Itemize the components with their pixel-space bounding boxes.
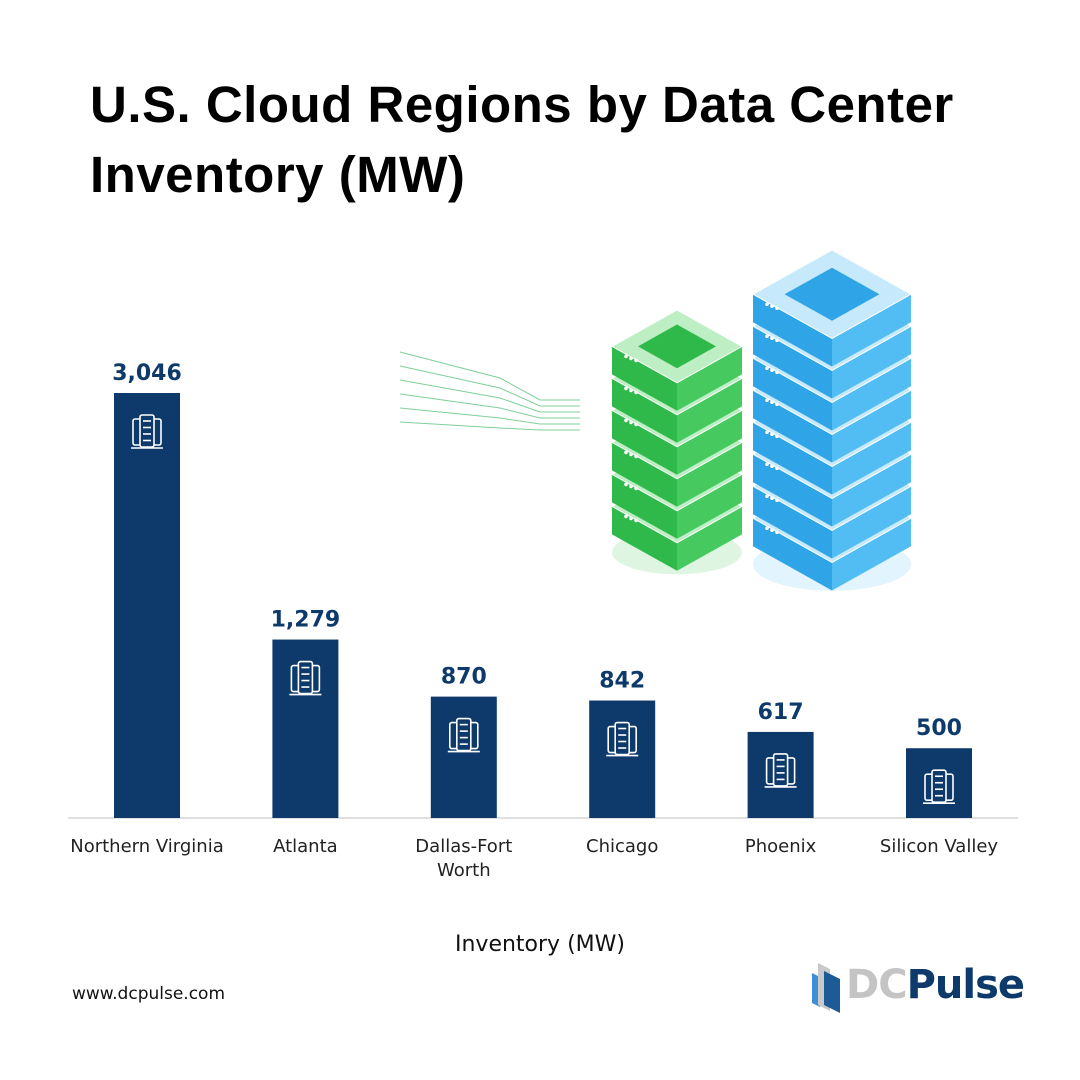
data-label: 3,046 bbox=[112, 361, 182, 386]
server-stack bbox=[610, 309, 744, 575]
circuit-line bbox=[399, 393, 580, 419]
bar-group: 870 bbox=[430, 665, 497, 818]
category-label: Phoenix bbox=[745, 836, 817, 857]
bar bbox=[114, 393, 180, 818]
category-label: Silicon Valley bbox=[880, 836, 998, 857]
bar bbox=[430, 696, 497, 818]
logo-text-dc: DC bbox=[846, 962, 908, 1008]
data-label: 617 bbox=[758, 700, 804, 725]
bar-group: 617 bbox=[747, 700, 814, 818]
data-label: 1,279 bbox=[271, 608, 341, 633]
circuit-line bbox=[399, 365, 580, 407]
circuit-line bbox=[399, 407, 580, 425]
server-stack bbox=[751, 249, 913, 591]
circuit-line bbox=[399, 379, 580, 413]
category-label: Atlanta bbox=[273, 836, 338, 857]
logo-text-pulse: Pulse bbox=[906, 962, 1025, 1008]
server-rack-icon bbox=[289, 660, 322, 696]
category-label: Northern Virginia bbox=[70, 836, 224, 857]
bar-group: 3,046 bbox=[112, 361, 182, 818]
chart-title: U.S. Cloud Regions by Data Center Invent… bbox=[90, 76, 954, 203]
data-label: 500 bbox=[916, 716, 962, 741]
circuit-line bbox=[399, 421, 580, 431]
circuit-line bbox=[399, 351, 580, 401]
server-rack-icon bbox=[764, 753, 797, 788]
bar bbox=[589, 700, 656, 818]
category-label: Chicago bbox=[586, 836, 658, 857]
data-label: 842 bbox=[599, 669, 645, 694]
data-label: 870 bbox=[441, 665, 487, 690]
bar-group: 1,279 bbox=[271, 608, 341, 818]
server-rack-icon bbox=[131, 414, 163, 449]
category-label: Dallas-Fort Worth bbox=[415, 836, 512, 881]
dcpulse-logo: DC Pulse bbox=[810, 955, 1025, 1015]
logo-mark-icon bbox=[812, 963, 840, 1013]
bar-group: 842 bbox=[589, 669, 656, 818]
bar-group: 500 bbox=[906, 716, 972, 818]
server-rack-icon bbox=[606, 721, 639, 757]
website-link[interactable]: www.dcpulse.com bbox=[72, 984, 226, 1004]
x-axis-label: Inventory (MW) bbox=[455, 932, 625, 957]
server-rack-icon bbox=[447, 717, 480, 753]
server-rack-icon bbox=[923, 769, 955, 805]
